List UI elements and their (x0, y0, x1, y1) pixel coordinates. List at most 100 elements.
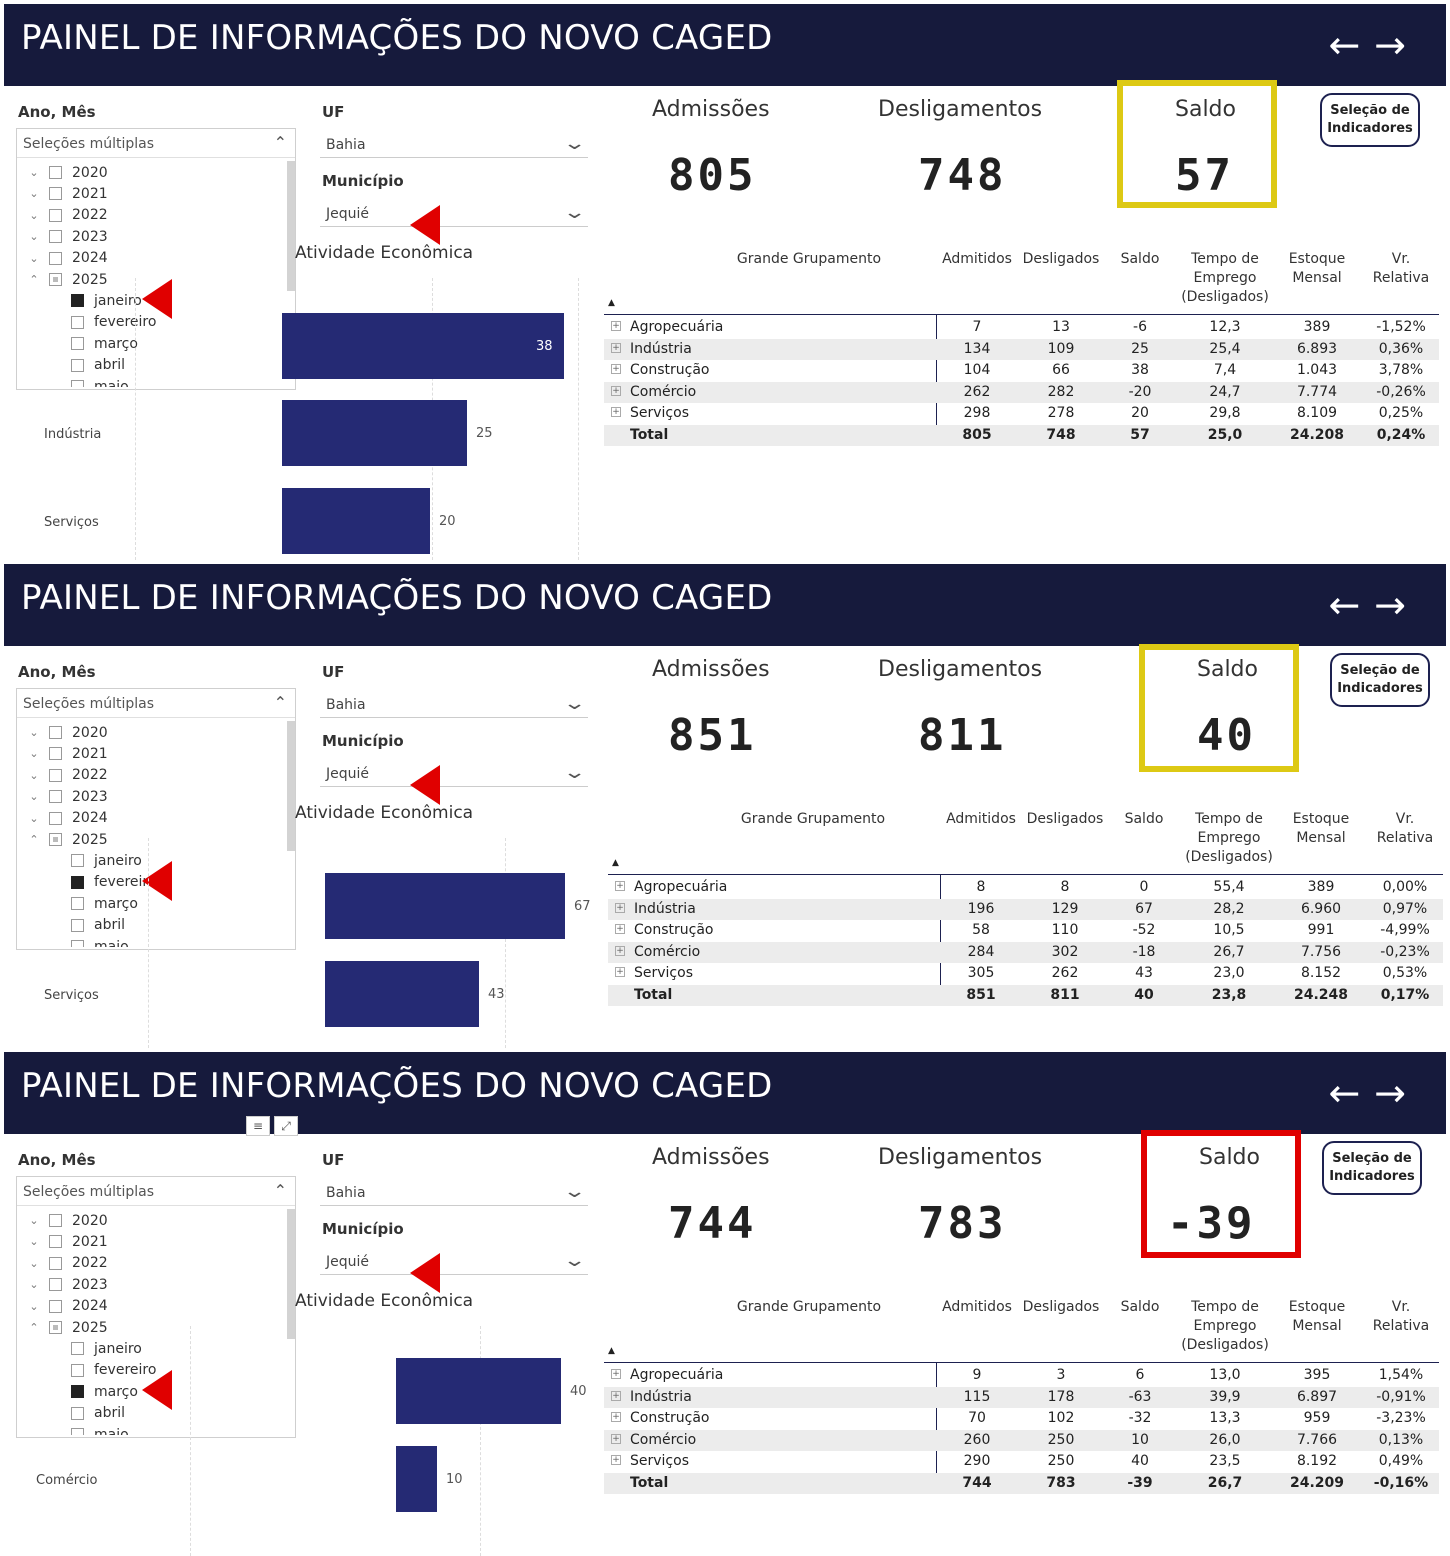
col-header-tempo[interactable]: Tempo de Emprego (Desligados) (1178, 250, 1272, 307)
chevron-up-icon[interactable]: ⌃ (29, 1321, 39, 1334)
col-header-estoque[interactable]: Estoque Mensal (1278, 1298, 1356, 1336)
col-header-grupo[interactable]: Grande Grupamento (664, 1298, 954, 1317)
chart-bar[interactable] (396, 1358, 561, 1424)
month-checkbox[interactable] (71, 1385, 84, 1399)
table-row[interactable]: + Construção 70 102 -32 13,3 959 -3,23% (604, 1408, 1439, 1430)
back-arrow-icon[interactable]: ← (1328, 583, 1361, 627)
col-header-saldo[interactable]: Saldo (1110, 250, 1170, 269)
municipio-dropdown[interactable]: Jequié ⌄ (320, 759, 588, 787)
table-row[interactable]: + Indústria 115 178 -63 39,9 6.897 -0,91% (604, 1386, 1439, 1408)
chart-bar[interactable] (282, 313, 564, 379)
table-row[interactable]: + Serviços 290 250 40 23,5 8.192 0,49% (604, 1451, 1439, 1473)
slicer-scrollbar[interactable] (287, 721, 295, 851)
chevron-up-icon[interactable]: ⌃ (273, 1181, 287, 1200)
chevron-down-icon[interactable]: ⌄ (29, 790, 39, 804)
month-checkbox[interactable] (71, 940, 84, 947)
forward-arrow-icon[interactable]: → (1374, 583, 1406, 627)
year-checkbox[interactable] (49, 1256, 62, 1270)
col-header-estoque[interactable]: Estoque Mensal (1278, 250, 1356, 288)
selecao-indicadores-button[interactable]: Seleção de Indicadores (1320, 93, 1420, 147)
focus-mode-icon[interactable]: ⤢ (274, 1116, 298, 1136)
month-item[interactable]: abril (71, 915, 125, 936)
chevron-up-icon[interactable]: ⌃ (273, 133, 287, 152)
expand-plus-icon[interactable]: + (611, 321, 621, 331)
ano-mes-slicer[interactable]: Seleções múltiplas ⌃ ⌄ 2020 ⌄ 2021 ⌄ 2022 ⌄ 2023 ⌄… (16, 688, 296, 950)
municipio-dropdown[interactable]: Jequié ⌄ (320, 1247, 588, 1275)
chart-bar[interactable] (396, 1446, 437, 1512)
expand-plus-icon[interactable]: + (611, 1369, 621, 1379)
chevron-down-icon[interactable]: ⌄ (29, 768, 39, 782)
month-item[interactable]: março (71, 333, 138, 354)
col-header-tempo[interactable]: Tempo de Emprego (Desligados) (1178, 1298, 1272, 1355)
year-item[interactable]: ⌄ 2022 (27, 1253, 107, 1274)
chevron-up-icon[interactable]: ⌃ (29, 833, 39, 846)
month-checkbox[interactable] (71, 918, 84, 932)
slicer-scrollbar[interactable] (287, 1209, 295, 1339)
expand-plus-icon[interactable]: + (615, 924, 625, 934)
table-row[interactable]: + Comércio 262 282 -20 24,7 7.774 -0,26% (604, 381, 1439, 403)
chevron-down-icon[interactable]: ⌄ (29, 1235, 39, 1249)
month-checkbox[interactable] (71, 1342, 84, 1356)
expand-plus-icon[interactable]: + (615, 945, 625, 956)
chevron-down-icon[interactable]: ⌄ (29, 747, 39, 761)
year-checkbox[interactable] (49, 1214, 62, 1227)
col-header-admitidos[interactable]: Admitidos (946, 810, 1016, 829)
slicer-dropdown-header[interactable]: Seleções múltiplas ⌃ (17, 689, 295, 718)
chevron-down-icon[interactable]: ⌄ (562, 202, 587, 223)
chevron-down-icon[interactable]: ⌄ (562, 133, 587, 154)
expand-plus-icon[interactable]: + (611, 342, 621, 353)
chevron-down-icon[interactable]: ⌄ (29, 1214, 39, 1227)
col-header-saldo[interactable]: Saldo (1110, 1298, 1170, 1317)
month-checkbox[interactable] (71, 337, 84, 351)
back-arrow-icon[interactable]: ← (1328, 1071, 1361, 1115)
month-checkbox[interactable] (71, 358, 84, 372)
expand-plus-icon[interactable]: + (611, 1455, 621, 1465)
expand-plus-icon[interactable]: + (611, 364, 621, 374)
year-checkbox[interactable] (49, 166, 62, 179)
uf-dropdown[interactable]: Bahia ⌄ (320, 1178, 588, 1206)
chevron-down-icon[interactable]: ⌄ (29, 811, 39, 825)
year-checkbox[interactable] (49, 747, 62, 761)
chevron-down-icon[interactable]: ⌄ (562, 762, 587, 783)
col-header-vr[interactable]: Vr. Relativa (1370, 810, 1440, 848)
col-header-grupo[interactable]: Grande Grupamento (668, 810, 958, 829)
table-row[interactable]: + Serviços 298 278 20 29,8 8.109 0,25% (604, 403, 1439, 425)
year-checkbox[interactable] (49, 1299, 62, 1313)
year-item[interactable]: ⌄ 2021 (27, 183, 107, 204)
chevron-down-icon[interactable]: ⌄ (29, 1256, 39, 1270)
col-header-vr[interactable]: Vr. Relativa (1366, 250, 1436, 288)
chevron-down-icon[interactable]: ⌄ (29, 187, 39, 201)
chart-bar[interactable] (282, 400, 467, 466)
year-checkbox[interactable] (49, 1321, 62, 1334)
year-item[interactable]: ⌄ 2024 (27, 248, 107, 269)
month-item[interactable]: fevereiro (71, 1360, 156, 1381)
back-arrow-icon[interactable]: ← (1328, 23, 1361, 67)
sort-ascending-icon[interactable]: ▲ (608, 1346, 615, 1356)
slicer-dropdown-header[interactable]: Seleções múltiplas ⌃ (17, 129, 295, 158)
month-checkbox[interactable] (71, 897, 84, 911)
chevron-down-icon[interactable]: ⌄ (29, 166, 39, 179)
year-item[interactable]: ⌄ 2020 (27, 1210, 107, 1231)
year-item[interactable]: ⌄ 2020 (27, 162, 107, 183)
sort-ascending-icon[interactable]: ▲ (608, 298, 615, 308)
selecao-indicadores-button[interactable]: Seleção de Indicadores (1322, 1141, 1422, 1195)
expand-plus-icon[interactable]: + (611, 1433, 621, 1444)
forward-arrow-icon[interactable]: → (1374, 1071, 1406, 1115)
month-item[interactable]: maio (71, 376, 129, 387)
month-checkbox[interactable] (71, 1406, 84, 1420)
year-item[interactable]: ⌄ 2022 (27, 765, 107, 786)
chart-bar[interactable] (325, 873, 565, 939)
year-checkbox[interactable] (49, 187, 62, 201)
table-row[interactable]: + Agropecuária 8 8 0 55,4 389 0,00% (608, 877, 1443, 899)
expand-plus-icon[interactable]: + (611, 1390, 621, 1401)
month-item[interactable]: abril (71, 355, 125, 376)
year-item[interactable]: ⌄ 2024 (27, 1296, 107, 1317)
chevron-up-icon[interactable]: ⌃ (29, 273, 39, 286)
col-header-tempo[interactable]: Tempo de Emprego (Desligados) (1182, 810, 1276, 867)
chevron-down-icon[interactable]: ⌄ (29, 1278, 39, 1292)
col-header-admitidos[interactable]: Admitidos (942, 250, 1012, 269)
year-item[interactable]: ⌄ 2020 (27, 722, 107, 743)
expand-plus-icon[interactable]: + (615, 881, 625, 891)
year-item[interactable]: ⌄ 2022 (27, 205, 107, 226)
month-checkbox[interactable] (71, 1363, 84, 1377)
